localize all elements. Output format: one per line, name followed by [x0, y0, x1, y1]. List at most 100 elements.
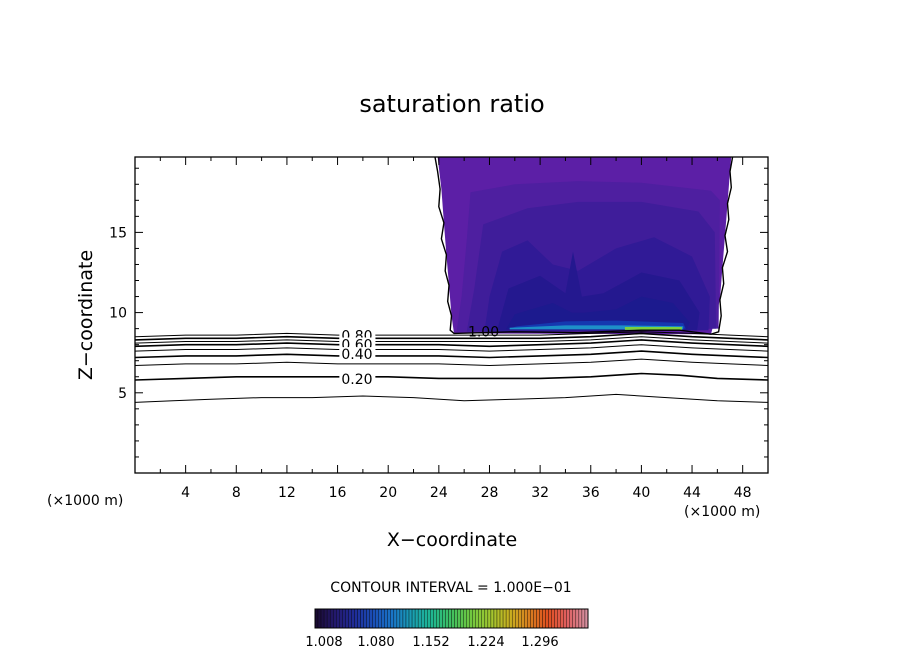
colorbar-cell — [499, 608, 504, 629]
colorbar-cell — [381, 608, 385, 629]
colorbar-cell — [548, 608, 552, 629]
colorbar-cell — [396, 608, 401, 629]
x-tick-label-3: 16 — [329, 485, 347, 501]
x-unit-left: (×1000 m) — [47, 493, 123, 509]
colorbar-cell — [342, 608, 346, 629]
contour-line-6 — [134, 336, 769, 344]
colorbar-cell — [460, 608, 464, 629]
x-tick-label-4: 20 — [379, 485, 397, 501]
colorbar-cell — [472, 608, 476, 629]
colorbar-cell — [521, 608, 525, 629]
colorbar-cell — [372, 608, 376, 629]
x-tick-label-10: 44 — [683, 485, 701, 501]
colorbar-cell — [515, 608, 519, 629]
colorbar-cell — [542, 608, 546, 629]
y-tick-label-0: 5 — [118, 386, 127, 402]
x-tick-label-5: 24 — [430, 485, 448, 501]
colorbar-cell — [451, 608, 455, 629]
colorbar-tick-label-4: 1.296 — [521, 635, 558, 650]
colorbar-cell — [357, 608, 361, 629]
colorbar-cell — [469, 608, 473, 629]
x-tick-label-6: 28 — [481, 485, 499, 501]
contour-lines — [134, 331, 769, 403]
colorbar-tick-label-3: 1.224 — [467, 635, 504, 650]
colorbar-cell — [466, 608, 470, 629]
contour-line-5 — [134, 339, 769, 348]
colorbar-cell — [487, 608, 492, 629]
colorbar-cell — [317, 608, 322, 629]
plume-boundary-line — [434, 156, 734, 335]
colorbar-cell — [323, 608, 328, 629]
colorbar-cell — [481, 608, 486, 629]
colorbar-cell — [448, 608, 452, 629]
colorbar-cell — [420, 608, 425, 629]
colorbar-cell — [329, 608, 334, 629]
colorbar-cell — [557, 608, 561, 629]
colorbar-cell — [475, 608, 479, 629]
contour-fills — [437, 157, 732, 335]
contour-line-2 — [134, 358, 769, 367]
colorbar-cell — [363, 608, 367, 629]
colorbar-cell — [505, 608, 510, 629]
colorbar-cell — [427, 608, 431, 629]
colorbar-cell — [508, 608, 513, 629]
contour-line-7 — [134, 332, 769, 341]
x-tick-label-0: 4 — [181, 485, 190, 501]
colorbar-cell — [478, 608, 483, 629]
colorbar-cell — [524, 608, 528, 629]
colorbar-cell — [411, 608, 416, 629]
contour-line-8 — [134, 331, 769, 338]
colorbar-ticks: 1.008 1.080 1.152 1.224 1.296 — [305, 635, 558, 650]
colorbar-tick-label-2: 1.152 — [412, 635, 449, 650]
colorbar-cell — [430, 608, 434, 629]
colorbar-cell — [581, 608, 586, 629]
colorbar-cell — [545, 608, 549, 629]
contour-label-bg-3 — [339, 371, 376, 386]
colorbar-cell — [360, 608, 364, 629]
colorbar-cell — [563, 608, 567, 629]
colorbar-cell — [402, 608, 407, 629]
colorbar-cell — [405, 608, 410, 629]
x-axis-ticks: 4 8 12 16 20 24 28 32 36 40 44 48 — [159, 157, 769, 501]
colorbar-cell — [484, 608, 489, 629]
colorbar-cell — [436, 608, 440, 629]
colorbar-cell — [536, 608, 540, 629]
chart-title: saturation ratio — [359, 90, 544, 118]
plume-outline — [434, 156, 734, 335]
colorbar-cell — [533, 608, 537, 629]
colorbar-cell — [433, 608, 437, 629]
contour-line-0 — [134, 393, 769, 403]
colorbar-cell — [518, 608, 522, 629]
colorbar-cell — [496, 608, 501, 629]
colorbar-cell — [445, 608, 449, 629]
x-unit-right: (×1000 m) — [684, 504, 760, 520]
colorbar-cell — [530, 608, 534, 629]
colorbar-cell — [345, 608, 349, 629]
colorbar-cell — [439, 608, 443, 629]
x-axis-title: X−coordinate — [387, 529, 517, 551]
x-tick-label-9: 40 — [632, 485, 650, 501]
contour-line-4 — [134, 344, 769, 352]
colorbar-cell — [554, 608, 558, 629]
colorbar-cell — [348, 608, 352, 629]
colorbar-tick-label-0: 1.008 — [305, 635, 342, 650]
colorbar-cell — [442, 608, 446, 629]
contour-label-3: 0.20 — [341, 372, 372, 388]
colorbar-tick-label-1: 1.080 — [357, 635, 394, 650]
colorbar-cell — [578, 608, 583, 629]
colorbar-cell — [320, 608, 325, 629]
colorbar-cell — [527, 608, 531, 629]
colorbar-cell — [490, 608, 495, 629]
contour-label-4: 1.00 — [468, 325, 499, 341]
colorbar — [314, 608, 589, 629]
colorbar-cell — [551, 608, 555, 629]
colorbar-cell — [375, 608, 379, 629]
contour-line-3 — [134, 350, 769, 359]
x-tick-label-8: 36 — [582, 485, 600, 501]
x-tick-label-1: 8 — [232, 485, 241, 501]
plot-frame — [134, 156, 769, 474]
contour-label-bg-2 — [339, 347, 376, 362]
contour-interval-label: CONTOUR INTERVAL = 1.000E−01 — [330, 580, 571, 596]
plot-area: 0.800.600.400.201.00 4 8 12 16 20 24 28 32 36 40 4… — [109, 156, 769, 501]
